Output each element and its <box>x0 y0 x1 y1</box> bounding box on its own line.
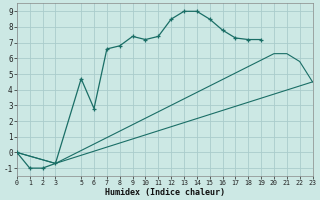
X-axis label: Humidex (Indice chaleur): Humidex (Indice chaleur) <box>105 188 225 197</box>
